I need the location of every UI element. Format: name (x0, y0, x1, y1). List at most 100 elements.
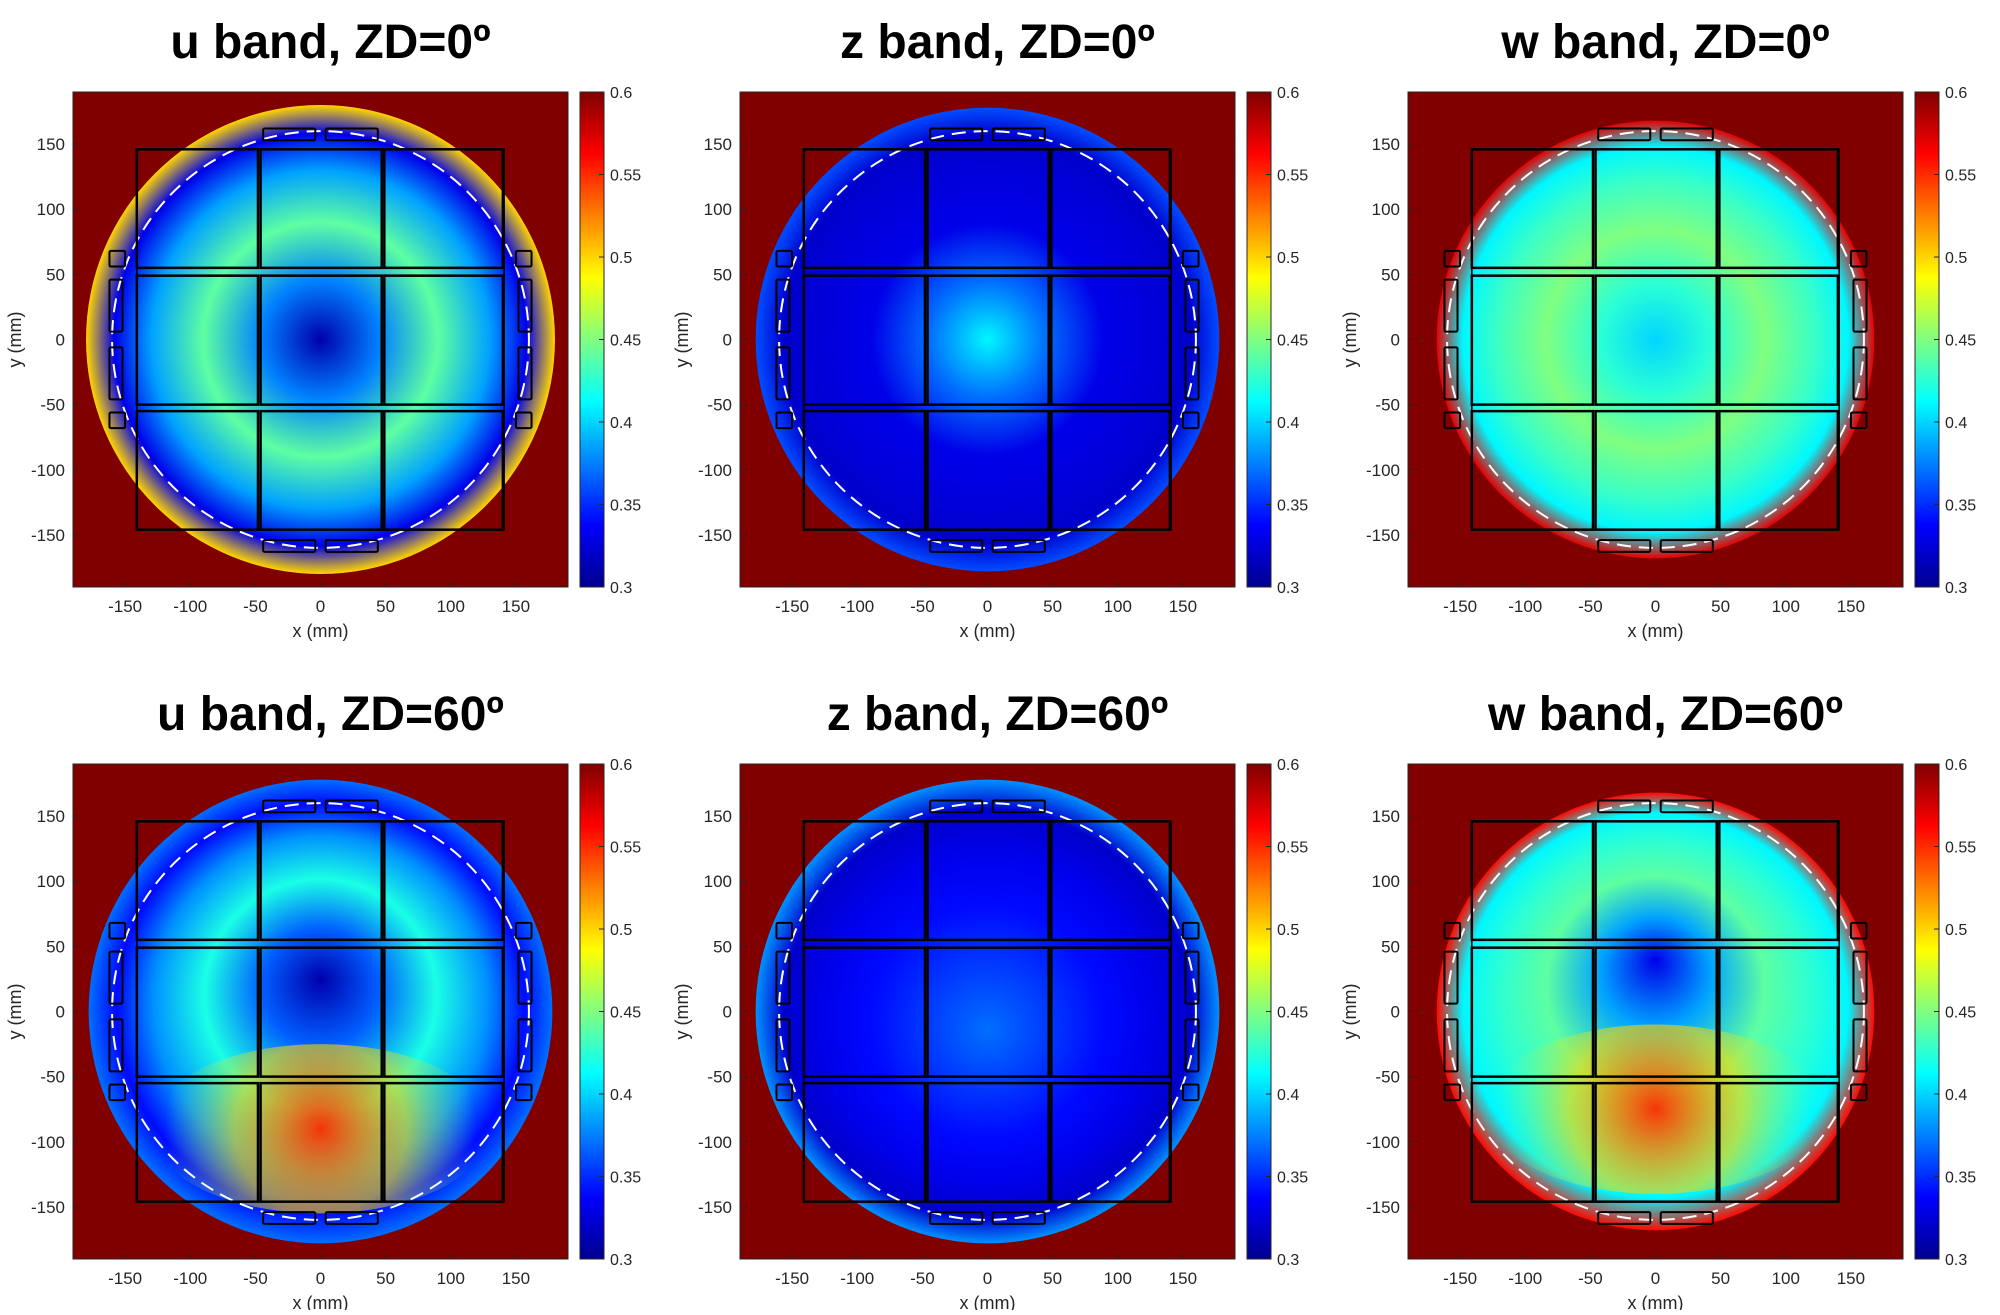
colorbar-tick-label: 0.35 (610, 498, 641, 515)
guide-chip (1443, 1083, 1462, 1102)
x-tick-label: -100 (840, 597, 874, 616)
guide-chip (324, 1211, 379, 1225)
y-tick-label: 150 (704, 135, 732, 154)
x-tick-label: -150 (775, 1269, 809, 1288)
ccd-chip (1594, 148, 1718, 270)
colorbar-tick-label: 0.55 (1945, 840, 1976, 857)
colorbar-tick-label: 0.4 (1277, 1087, 1299, 1104)
colorbar-tick-label: 0.6 (610, 85, 632, 102)
guide-chip (1849, 411, 1868, 430)
colorbar-tick-label: 0.6 (1945, 757, 1967, 774)
y-tick-label: -150 (1366, 1198, 1400, 1217)
ccd-chip (259, 409, 383, 531)
guide-chip (108, 921, 127, 940)
x-axis-label: x (mm) (293, 1293, 349, 1310)
ccd-chip (802, 1081, 927, 1203)
colorbar-tick-label: 0.6 (1277, 757, 1299, 774)
colorbar-tick-label: 0.3 (1277, 1252, 1299, 1269)
dashed-circle (111, 130, 530, 549)
dashed-circle (111, 802, 530, 1221)
y-tick-label: -50 (1375, 396, 1400, 415)
guide-chip (514, 411, 533, 430)
panel-w0: w band, ZD=0º -150 -100 -50 0 50 100 150 150 100 5… (1340, 16, 1976, 641)
colorbar-tick-label: 0.45 (610, 333, 641, 350)
ccd-chip (1050, 274, 1172, 406)
aperture-field (755, 107, 1220, 572)
guide-chip (517, 950, 533, 1005)
y-axis-label: y (mm) (5, 984, 25, 1040)
guide-chip (1184, 1018, 1200, 1073)
colorbar-tick-label: 0.5 (1277, 250, 1299, 267)
ccd-chip (926, 274, 1050, 406)
guide-chip (324, 799, 379, 814)
ccd-chip (135, 274, 260, 406)
ccd-chip (1594, 820, 1718, 942)
x-tick-label: 0 (983, 1269, 992, 1288)
x-axis-label: x (mm) (960, 621, 1016, 641)
ccd-chip (1470, 820, 1595, 942)
guide-chip (1181, 249, 1200, 268)
y-tick-label: -100 (698, 461, 732, 480)
x-tick-label: 100 (1104, 1269, 1132, 1288)
x-tick-label: -150 (108, 597, 142, 616)
x-tick-label: 150 (502, 1269, 530, 1288)
x-tick-label: -150 (775, 597, 809, 616)
guide-chip (1849, 1083, 1868, 1102)
ccd-chip (926, 409, 1050, 531)
y-tick-label: 100 (704, 200, 732, 219)
guide-chip (1659, 539, 1714, 553)
y-tick-label: 0 (56, 331, 65, 350)
panel-title: w band, ZD=60º (1487, 688, 1843, 741)
colorbar-tick-label: 0.3 (1277, 580, 1299, 597)
dashed-circle (778, 130, 1197, 549)
x-tick-label: 0 (983, 597, 992, 616)
y-tick-label: -50 (40, 1068, 65, 1087)
x-tick-label: -150 (1443, 1269, 1477, 1288)
colorbar-tick-label: 0.6 (1945, 85, 1967, 102)
y-tick-label: -100 (31, 461, 65, 480)
guide-chip (514, 921, 533, 940)
guide-chip (1443, 411, 1462, 430)
y-tick-label: 50 (1381, 937, 1400, 956)
y-tick-label: 50 (1381, 265, 1400, 284)
guide-chip (775, 249, 794, 268)
guide-chip (1597, 1211, 1652, 1225)
panel-title: u band, ZD=0º (170, 16, 490, 69)
ccd-chip (1718, 1081, 1840, 1203)
y-tick-label: -100 (1366, 461, 1400, 480)
x-tick-label: -50 (243, 1269, 268, 1288)
guide-chip (775, 921, 794, 940)
detector-layout (775, 799, 1200, 1225)
ccd-chip (1594, 274, 1718, 406)
y-tick-label: 0 (1391, 1003, 1400, 1022)
guide-chip (775, 278, 791, 333)
colorbar-tick-label: 0.5 (610, 922, 632, 939)
y-tick-label: 0 (723, 331, 732, 350)
ccd-chip (1050, 148, 1172, 270)
x-tick-label: 150 (1169, 1269, 1197, 1288)
ccd-chip (383, 274, 505, 406)
colorbar-tick-label: 0.3 (1945, 1252, 1967, 1269)
guide-chip (775, 411, 794, 430)
guide-chip (324, 127, 379, 142)
ccd-chip (926, 1081, 1050, 1203)
x-tick-label: 150 (502, 597, 530, 616)
colorbar-tick-label: 0.3 (610, 580, 632, 597)
hot-region (1486, 1024, 1825, 1194)
x-tick-label: 150 (1169, 597, 1197, 616)
colorbar-tick-label: 0.5 (1277, 922, 1299, 939)
y-tick-label: -150 (1366, 526, 1400, 545)
ccd-chip (1050, 1081, 1172, 1203)
guide-chip (1852, 346, 1868, 401)
colorbar-tick-label: 0.4 (1277, 415, 1299, 432)
x-tick-label: -100 (1508, 1269, 1542, 1288)
colorbar-tick-label: 0.4 (1945, 1087, 1967, 1104)
guide-chip (1659, 1211, 1714, 1225)
guide-chip (1184, 950, 1200, 1005)
x-tick-label: 100 (437, 597, 465, 616)
dashed-circle (1446, 130, 1865, 549)
colorbar-tick-label: 0.55 (610, 840, 641, 857)
aperture-field (1436, 120, 1875, 559)
guide-chip (775, 1018, 791, 1073)
